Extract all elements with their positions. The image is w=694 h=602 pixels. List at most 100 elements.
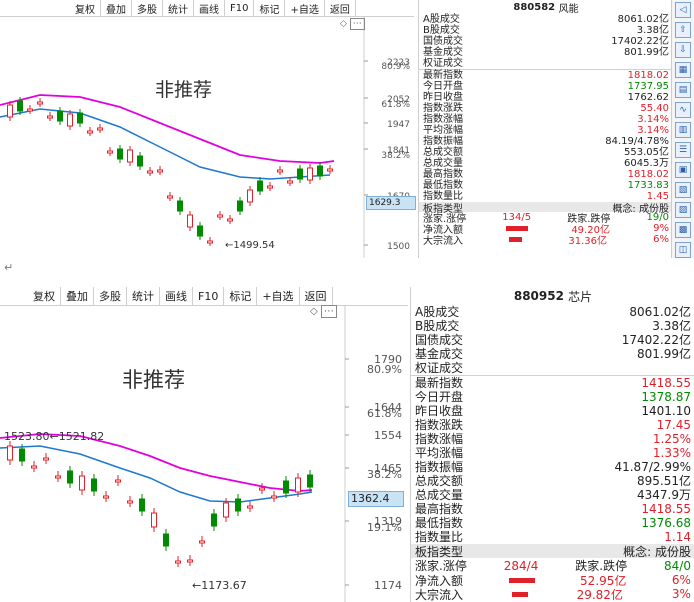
stats-icon[interactable]: ▨ xyxy=(675,202,691,218)
f10-button[interactable]: F10 xyxy=(225,0,255,16)
candle-body xyxy=(127,149,133,163)
bottom-stat-row: 昨日收盘 1401.10 xyxy=(411,404,694,418)
bottom-stat-label: 最新指数 xyxy=(415,376,464,390)
bottom-stat-label: 最高指数 xyxy=(415,502,464,516)
bottom-stat-row: 指数量比 1.14 xyxy=(411,530,694,544)
top-stat-row: 指数量比 1.45 xyxy=(419,191,673,202)
candle-body xyxy=(91,478,97,492)
bottom-flow-bar xyxy=(512,591,528,597)
moving-average-line-magenta xyxy=(0,94,335,164)
top-board-type-row: 板指类型 概念: 成份股 xyxy=(419,202,673,215)
bottom-info-panel: 880952 芯片 A股成交 8061.02亿 B股成交 3.38亿 国债成交 17402… xyxy=(410,287,694,602)
bottom-stats-list: A股成交 8061.02亿 B股成交 3.38亿 国债成交 17402.22亿 基金成交 80… xyxy=(411,305,694,544)
top-low-label: ←1499.54 xyxy=(225,240,275,251)
top-stat-label: 总成交量 xyxy=(423,158,463,169)
top-stat-row: 昨日收盘 1762.62 xyxy=(419,92,673,103)
ticker-icon[interactable]: ▣ xyxy=(675,162,691,178)
bottom-stat-label: 总成交额 xyxy=(415,474,464,488)
candle-body xyxy=(7,104,13,118)
fibonacci-pct-label: 61.8% xyxy=(381,100,410,110)
statistics-button[interactable]: 统计 xyxy=(163,0,194,16)
grid-icon[interactable]: ▦ xyxy=(675,62,691,78)
bottom-stat-value: 17402.22亿 xyxy=(621,333,691,347)
add-watchlist-button[interactable]: +自选 xyxy=(285,0,325,16)
candle-body xyxy=(31,465,37,469)
top-stat-label: 权证成交 xyxy=(423,58,463,69)
draw-line-button[interactable]: 画线 xyxy=(160,287,193,305)
arrow-up-icon[interactable]: ⇧ xyxy=(675,22,691,38)
top-stats-list: A股成交 8061.02亿 B股成交 3.38亿 国债成交 17402.22亿 基金成交 80… xyxy=(419,14,673,202)
top-stat-label: 最新指数 xyxy=(423,70,463,81)
mark-button[interactable]: 标记 xyxy=(254,0,286,16)
bottom-flow-label: 净流入额 xyxy=(415,573,464,588)
fibonacci-pct-label: 19.1% xyxy=(367,521,402,534)
top-stat-row: 权证成交 xyxy=(419,58,673,69)
candle-body xyxy=(307,474,313,488)
multi-stock-button[interactable]: 多股 xyxy=(94,287,127,305)
top-stat-value: 1818.02 xyxy=(627,70,669,81)
bottom-chart-watermark: 非推荐 xyxy=(122,368,185,392)
top-stat-label: 总成交额 xyxy=(423,147,463,158)
bottom-flow-value: 52.95亿 xyxy=(580,573,627,588)
bottom-board-type-value[interactable]: 概念: 成份股 xyxy=(623,544,691,559)
book-icon[interactable]: ▤ xyxy=(675,82,691,98)
bottom-stat-row: 总成交量 4347.9万 xyxy=(411,488,694,502)
top-settings-icons[interactable]: ◇ ⋯ xyxy=(340,18,365,30)
panel-icon[interactable]: ▩ xyxy=(675,222,691,238)
list-icon[interactable]: ☰ xyxy=(675,142,691,158)
table-icon[interactable]: ▥ xyxy=(675,122,691,138)
multi-stock-button[interactable]: 多股 xyxy=(132,0,163,16)
arrow-down-icon[interactable]: ⇩ xyxy=(675,42,691,58)
candle-body xyxy=(259,487,265,491)
f10-button[interactable]: F10 xyxy=(193,287,225,305)
candle-body xyxy=(175,560,181,564)
depth-icon[interactable]: ▧ xyxy=(675,182,691,198)
top-stock-title: 880582 风能 xyxy=(419,0,673,15)
top-flow-value: 31.36亿 xyxy=(568,236,608,247)
back-button[interactable]: 返回 xyxy=(325,0,356,16)
bottom-stat-label: 国债成交 xyxy=(415,333,464,347)
bottom-flow-row: 大宗流入 29.82亿 3% xyxy=(411,587,694,602)
price-tick-label: 1319 xyxy=(374,515,402,528)
top-board-type-value[interactable]: 概念: 成份股 xyxy=(612,203,669,215)
candle-body xyxy=(87,130,93,134)
candle-body xyxy=(167,195,173,199)
candle-body xyxy=(307,167,313,181)
candle-body xyxy=(157,169,163,173)
candle-body xyxy=(197,225,203,237)
top-side-toolstrip: ◁ ⇧ ⇩ ▦ ▤ ∿ ▥ ☰ ▣ ▧ ▨ ▩ ◫ RSI ⚙ ✎ xyxy=(671,0,694,258)
top-kline-chart[interactable]: 22232052194718411670150080.9%61.8%38.2% … xyxy=(0,17,418,258)
add-watchlist-button[interactable]: +自选 xyxy=(257,287,300,305)
restore-rights-button[interactable]: 复权 xyxy=(28,287,61,305)
back-button[interactable]: 返回 xyxy=(300,287,333,305)
bottom-stat-label: 最低指数 xyxy=(415,516,464,530)
overlay-button[interactable]: 叠加 xyxy=(101,0,132,16)
statistics-button[interactable]: 统计 xyxy=(127,287,160,305)
candle-body xyxy=(187,559,193,563)
mark-button[interactable]: 标记 xyxy=(224,287,258,305)
overlay-button[interactable]: 叠加 xyxy=(61,287,94,305)
top-stat-row: 指数涨幅 3.14% xyxy=(419,114,673,125)
top-stat-label: B股成交 xyxy=(423,25,460,36)
bottom-stat-value: 41.87/2.99% xyxy=(614,460,691,474)
bottom-stat-row: 最高指数 1418.55 xyxy=(411,502,694,516)
candle-body xyxy=(207,240,213,244)
arrow-left-icon[interactable]: ◁ xyxy=(675,2,691,18)
bottom-settings-icons[interactable]: ◇ ⋯ xyxy=(310,305,337,318)
candle-body xyxy=(17,100,23,112)
bottom-stat-label: 指数涨跌 xyxy=(415,418,464,432)
bottom-stat-value: 1376.68 xyxy=(641,516,691,530)
bottom-stat-label: A股成交 xyxy=(415,305,460,319)
price-tick-label: 2052 xyxy=(387,95,410,105)
bottom-stat-row: 平均涨幅 1.33% xyxy=(411,446,694,460)
bottom-stat-value: 17.45 xyxy=(656,418,691,432)
top-stat-row: 最新指数 1818.02 xyxy=(419,69,673,81)
chart-icon[interactable]: ∿ xyxy=(675,102,691,118)
bottom-kline-chart[interactable]: 1790 1644 1554 1465 1319 1174 80.9% 61.8% 38.2% 1… xyxy=(0,305,410,602)
bottom-stat-row: 基金成交 801.99亿 xyxy=(411,347,694,361)
window-icon[interactable]: ◫ xyxy=(675,242,691,258)
draw-line-button[interactable]: 画线 xyxy=(194,0,225,16)
bottom-stat-value: 1378.87 xyxy=(641,390,691,404)
bottom-stat-row: 指数涨幅 1.25% xyxy=(411,432,694,446)
restore-rights-button[interactable]: 复权 xyxy=(70,0,101,16)
